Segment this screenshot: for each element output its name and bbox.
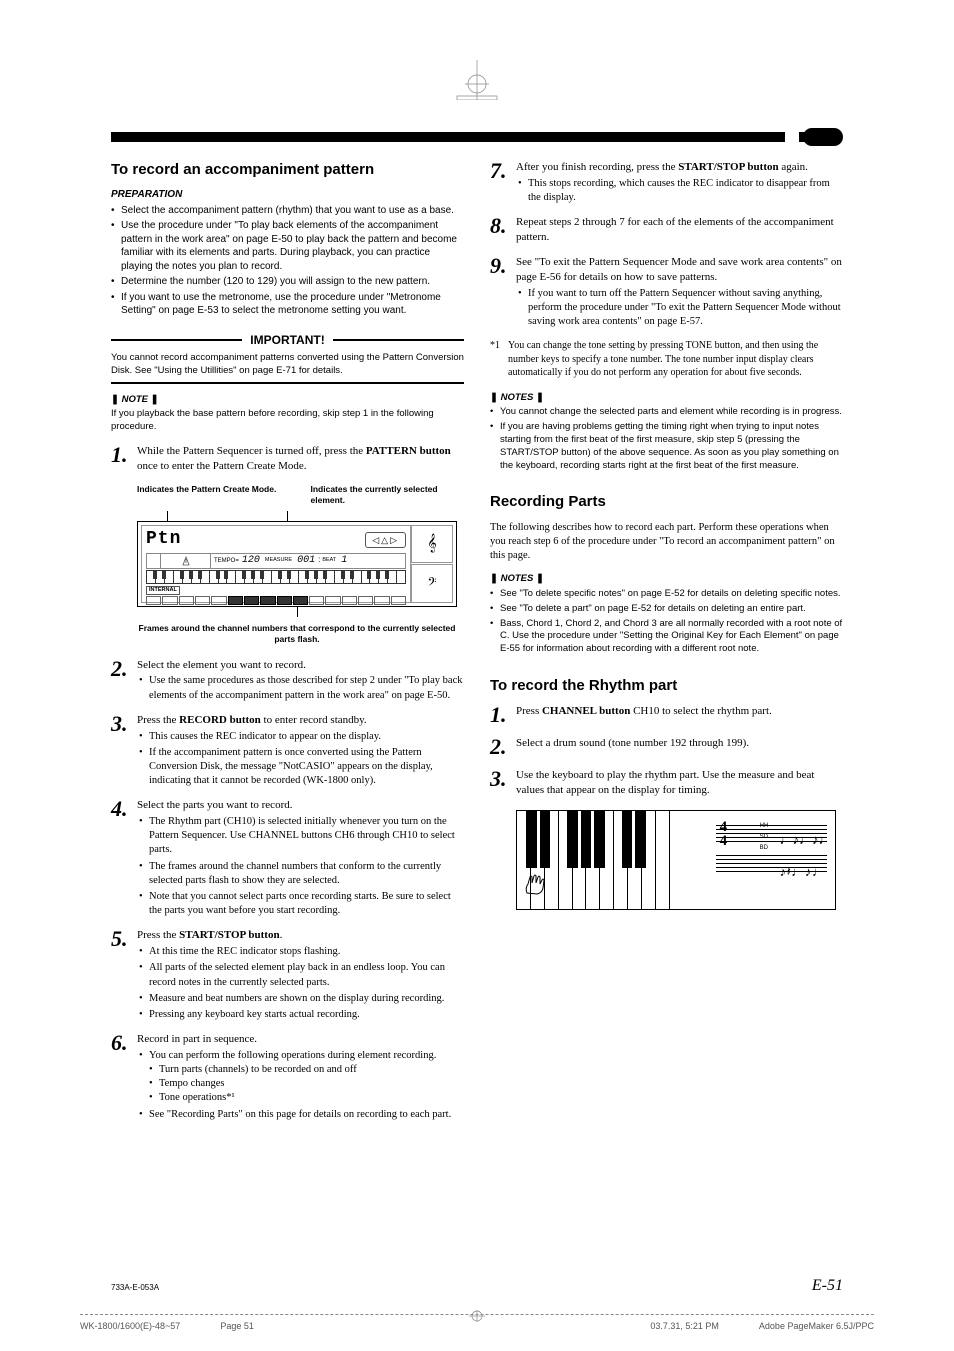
important-label: IMPORTANT! — [242, 332, 332, 348]
tempo-value: 120 — [239, 554, 263, 568]
channel-indicators — [146, 596, 406, 605]
notes-list: See "To delete specific notes" on page E… — [490, 588, 843, 656]
recording-parts-intro: The following describes how to record ea… — [490, 521, 843, 564]
hand-icon — [523, 871, 549, 905]
rhythm-step-1: 1. Press CHANNEL button CH10 to select t… — [490, 704, 843, 726]
step-5: 5. Press the START/STOP button. At this … — [111, 928, 464, 1022]
left-column: To record an accompaniment pattern PREPA… — [111, 160, 464, 1261]
tempo-label: TEMPO= — [211, 557, 239, 565]
notes-list: You cannot change the selected parts and… — [490, 406, 843, 472]
prep-item: Determine the number (120 to 129) you wi… — [111, 275, 464, 289]
print-footer: WK-1800/1600(E)-48~57 Page 51 03.7.31, 5… — [80, 1314, 874, 1331]
rhythm-step-3: 3. Use the keyboard to play the rhythm p… — [490, 768, 843, 798]
beat-value: 1 — [338, 554, 350, 568]
step-2: 2. Select the element you want to record… — [111, 658, 464, 703]
page-number: E-51 — [812, 1277, 843, 1295]
right-column: 7. After you finish recording, press the… — [490, 160, 843, 1261]
step-7: 7. After you finish recording, press the… — [490, 160, 843, 205]
note-body: If you playback the base pattern before … — [111, 408, 464, 434]
bass-clef-icon: 𝄢 — [411, 564, 453, 603]
measure-value: 001 — [294, 554, 318, 568]
registration-mark-top — [447, 60, 507, 100]
step-6: 6. Record in part in sequence. You can p… — [111, 1032, 464, 1122]
preparation-list: Select the accompaniment pattern (rhythm… — [111, 204, 464, 318]
print-date: 03.7.31, 5:21 PM — [650, 1321, 719, 1331]
lcd-ptn-text: Ptn — [146, 527, 181, 551]
internal-label: INTERNAL — [146, 586, 180, 595]
lcd-label-left: Indicates the Pattern Create Mode. — [137, 484, 291, 507]
footer-code: 733A-E-053A — [111, 1283, 159, 1292]
print-page: Page 51 — [220, 1321, 254, 1331]
piano-score-diagram: 4 4 HH SD BD ♩♪♩♪♩ — [516, 810, 836, 910]
piano-keys — [517, 811, 670, 909]
music-score: 4 4 HH SD BD ♩♪♩♪♩ — [670, 811, 835, 909]
important-body: You cannot record accompaniment patterns… — [111, 352, 464, 378]
notes-heading: NOTES — [490, 392, 843, 405]
step-number: 1. — [111, 444, 137, 474]
page-footer: 733A-E-053A E-51 — [111, 1277, 843, 1295]
step-8: 8. Repeat steps 2 through 7 for each of … — [490, 215, 843, 245]
page: To record an accompaniment pattern PREPA… — [0, 0, 954, 1351]
registration-mark-bottom — [457, 1310, 497, 1324]
important-block: IMPORTANT! You cannot record accompanime… — [111, 332, 464, 384]
content: To record an accompaniment pattern PREPA… — [111, 160, 843, 1261]
step-3: 3. Press the RECORD button to enter reco… — [111, 713, 464, 789]
treble-clef-icon: 𝄞 — [411, 525, 453, 564]
section-title: To record an accompaniment pattern — [111, 160, 464, 180]
metronome-icon — [181, 556, 191, 566]
rhythm-part-title: To record the Rhythm part — [490, 676, 843, 696]
lcd-label-right: Indicates the currently selected element… — [311, 484, 465, 507]
prep-item: Select the accompaniment pattern (rhythm… — [111, 204, 464, 218]
recording-parts-title: Recording Parts — [490, 492, 843, 512]
step-4: 4. Select the parts you want to record. … — [111, 798, 464, 918]
step-1: 1. While the Pattern Sequencer is turned… — [111, 444, 464, 474]
preparation-title: PREPARATION — [111, 188, 464, 202]
prep-item: If you want to use the metronome, use th… — [111, 291, 464, 318]
lcd-screen: Ptn ◁△▷ TEMPO= 120 MEASURE — [137, 521, 457, 607]
music-notes: ♩♪♩♪♩ — [780, 831, 825, 849]
header-bar — [111, 128, 843, 146]
rhythm-step-2: 2. Select a drum sound (tone number 192 … — [490, 736, 843, 758]
print-app: Adobe PageMaker 6.5J/PPC — [759, 1321, 874, 1331]
prep-item: Use the procedure under "To play back el… — [111, 219, 464, 273]
footnote: *1 You can change the tone setting by pr… — [490, 339, 843, 380]
lcd-caption: Frames around the channel numbers that c… — [137, 623, 457, 646]
note-heading: NOTE — [111, 394, 464, 407]
step-9: 9. See "To exit the Pattern Sequencer Mo… — [490, 255, 843, 329]
lcd-diagram: Indicates the Pattern Create Mode. Indic… — [137, 484, 464, 646]
step-body: While the Pattern Sequencer is turned of… — [137, 444, 464, 474]
nav-arrows-icon: ◁△▷ — [365, 532, 406, 548]
notes-heading: NOTES — [490, 573, 843, 586]
print-file: WK-1800/1600(E)-48~57 — [80, 1321, 180, 1331]
